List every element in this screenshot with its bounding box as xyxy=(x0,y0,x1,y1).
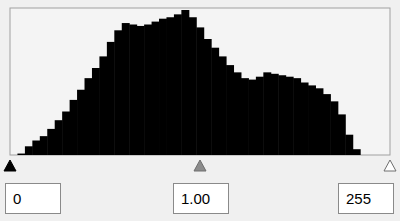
histogram-bar xyxy=(47,129,55,155)
histogram-bar xyxy=(383,155,390,156)
input-box[interactable] xyxy=(6,184,61,214)
gamma-input[interactable]: 1.00 xyxy=(174,184,229,214)
input-value: 0 xyxy=(13,190,21,207)
white-point-slider[interactable] xyxy=(384,160,396,171)
histogram-bar xyxy=(189,17,197,155)
white-input[interactable]: 255 xyxy=(339,184,394,214)
input-box[interactable] xyxy=(174,184,229,214)
histogram-bar xyxy=(129,25,137,156)
histogram-bar xyxy=(137,26,145,155)
histogram-bar xyxy=(70,100,78,155)
histogram-bar xyxy=(32,141,40,156)
histogram-bar xyxy=(166,17,174,155)
histogram-bar xyxy=(278,75,286,155)
histogram-bar xyxy=(174,14,182,155)
histogram-bar xyxy=(323,94,331,155)
histogram-bar xyxy=(40,136,48,155)
input-value: 255 xyxy=(346,190,371,207)
histogram xyxy=(17,10,360,155)
histogram-bar xyxy=(92,68,100,155)
input-value: 1.00 xyxy=(181,190,210,207)
black-point-slider[interactable] xyxy=(4,160,16,171)
histogram-bar xyxy=(293,78,301,155)
histogram-bar xyxy=(308,85,316,155)
histogram-bar xyxy=(241,78,249,155)
black-input[interactable]: 0 xyxy=(6,184,61,214)
histogram-bar xyxy=(345,135,353,155)
plot-frame xyxy=(10,8,390,155)
histogram-bar xyxy=(85,78,93,155)
histogram-bar xyxy=(330,101,338,155)
histogram-bar xyxy=(353,149,361,155)
histogram-bar xyxy=(55,120,63,155)
histogram-bar xyxy=(338,114,346,155)
histogram-bar xyxy=(286,77,294,155)
histogram-bar xyxy=(181,10,189,155)
histogram-bar xyxy=(256,77,264,155)
histogram-bar xyxy=(10,155,18,156)
histogram-bar xyxy=(62,112,70,156)
histogram-bar xyxy=(263,72,271,155)
histogram-bar xyxy=(144,25,152,156)
histogram-bar xyxy=(122,23,130,155)
histogram-bar xyxy=(107,42,115,155)
histogram-bar xyxy=(159,19,167,155)
histogram-bar xyxy=(248,80,256,155)
histogram-bar xyxy=(196,27,204,155)
histogram-bar xyxy=(114,30,122,155)
histogram-bar xyxy=(368,155,376,156)
input-box[interactable] xyxy=(339,184,394,214)
histogram-bar xyxy=(25,146,33,155)
histogram-bar xyxy=(315,88,323,155)
histogram-bar xyxy=(375,155,383,156)
histogram-bar xyxy=(271,74,279,155)
histogram-bar xyxy=(211,48,219,155)
histogram-bar xyxy=(360,155,368,156)
histogram-bar xyxy=(99,56,107,155)
histogram-bar xyxy=(17,154,25,155)
histogram-bar xyxy=(152,22,160,155)
histogram-bar xyxy=(301,83,309,156)
histogram-bar xyxy=(219,56,227,155)
histogram-bar xyxy=(204,39,212,155)
histogram-bar xyxy=(234,72,242,155)
gamma-slider[interactable] xyxy=(194,160,206,171)
histogram-bar xyxy=(226,65,234,155)
histogram-bar xyxy=(77,90,85,155)
